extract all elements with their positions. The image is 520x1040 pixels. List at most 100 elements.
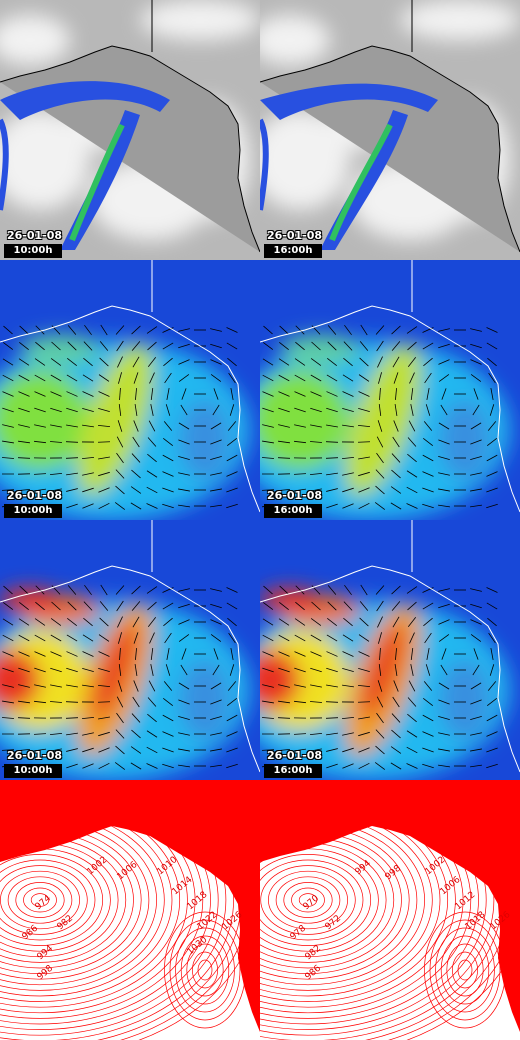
wind-arrow [470,328,482,332]
isobar [424,911,506,1029]
wind-arrow [374,762,386,770]
wind-arrow [375,585,385,595]
wind-arrow [358,456,370,460]
isobar [260,859,364,941]
isobar [275,876,341,924]
ellipse [260,370,350,470]
wind-arrow [326,667,338,673]
wind-arrow [162,714,174,722]
wind-arrow [489,404,495,416]
isobar [260,848,379,952]
wind-arrow [263,585,273,595]
isobar [0,865,88,935]
wind-arrow [162,602,174,610]
wind-arrow [357,684,371,688]
wind-arrow [84,584,92,596]
wind-arrow [294,407,306,413]
wind-arrow [342,763,354,769]
wind-arrow [99,357,109,367]
isobar [30,893,50,907]
wind-arrow [178,374,190,382]
wind-arrow [210,619,222,625]
wind-arrow [375,485,385,495]
wind-arrow [178,359,190,365]
isobar [120,780,250,1040]
wind-arrow [360,324,368,336]
wind-arrow [131,713,141,723]
wind-arrow [66,424,78,428]
wind-arrow [377,356,383,368]
isobars [0,780,257,1040]
wind-arrow [358,762,370,770]
isobar [97,780,242,1040]
wind-arrow [327,585,337,595]
wind-arrow [210,504,222,508]
wind-arrow [226,471,238,477]
wind-arrow [162,342,174,350]
wind-arrow [98,456,110,460]
ellipse [0,650,40,710]
wind-arrow [35,325,45,335]
wind-arrow [1,749,15,751]
isobar [260,781,472,1019]
wind-arrow [181,648,187,660]
wind-arrow [422,587,434,593]
wind-arrow [391,469,401,479]
wind-arrow [84,324,92,336]
wind-arrow [2,634,14,642]
wind-arrow [2,618,14,626]
date-label: 26-01-08 [7,229,63,242]
wind-arrow [325,457,339,459]
wind-arrow [50,748,62,752]
wind-arrow [262,618,274,626]
wind-arrow [117,616,123,628]
wind-arrow [2,667,14,673]
wind-arrow [342,667,354,673]
wind-arrow [358,502,370,510]
wind-arrow [277,717,291,719]
wind-arrow [228,632,236,644]
wind-arrow [376,452,384,464]
map-panel: 26-01-08 16:00h [260,260,520,520]
rain [260,83,438,120]
wind-arrow [311,601,321,611]
wind-arrow [66,391,78,397]
wind-arrow [441,388,447,400]
wind-arrow [344,584,352,596]
wind-arrow [262,391,274,397]
wind-arrow [277,488,291,492]
wind-arrow [146,326,158,334]
map-panel: 26-01-08 10:00h [0,260,260,520]
wind-arrow [33,700,47,704]
wind-arrow [309,732,323,736]
wind-arrow [178,634,190,642]
wind-arrow [327,358,337,366]
wind-arrow [341,456,355,460]
wind-arrow [310,424,322,428]
wind-arrow [149,632,155,644]
wind-arrow [293,733,307,735]
wind-arrow [116,600,124,612]
wind-arrow [82,747,94,753]
wind-arrow [67,601,77,611]
wind-arrow [18,634,30,642]
wind-arrow [392,356,400,368]
wind-arrow [326,732,338,736]
wind-arrow [165,404,171,416]
wind-arrow [34,407,46,413]
wind-arrow [438,588,450,592]
wind-arrow [146,503,158,509]
isobar [0,780,234,1040]
wind-arrow [392,696,400,708]
wind-arrow [34,391,46,397]
wind-arrow [119,647,121,661]
wind-arrow [342,747,354,753]
wind-arrow [277,748,291,752]
wind-arrow [162,763,174,769]
wind-arrow [133,372,139,384]
isobar [164,911,246,1029]
wind-arrow [33,733,47,735]
wind-arrow [67,358,77,366]
wind-arrow [359,341,369,351]
wind-arrow [134,664,138,676]
